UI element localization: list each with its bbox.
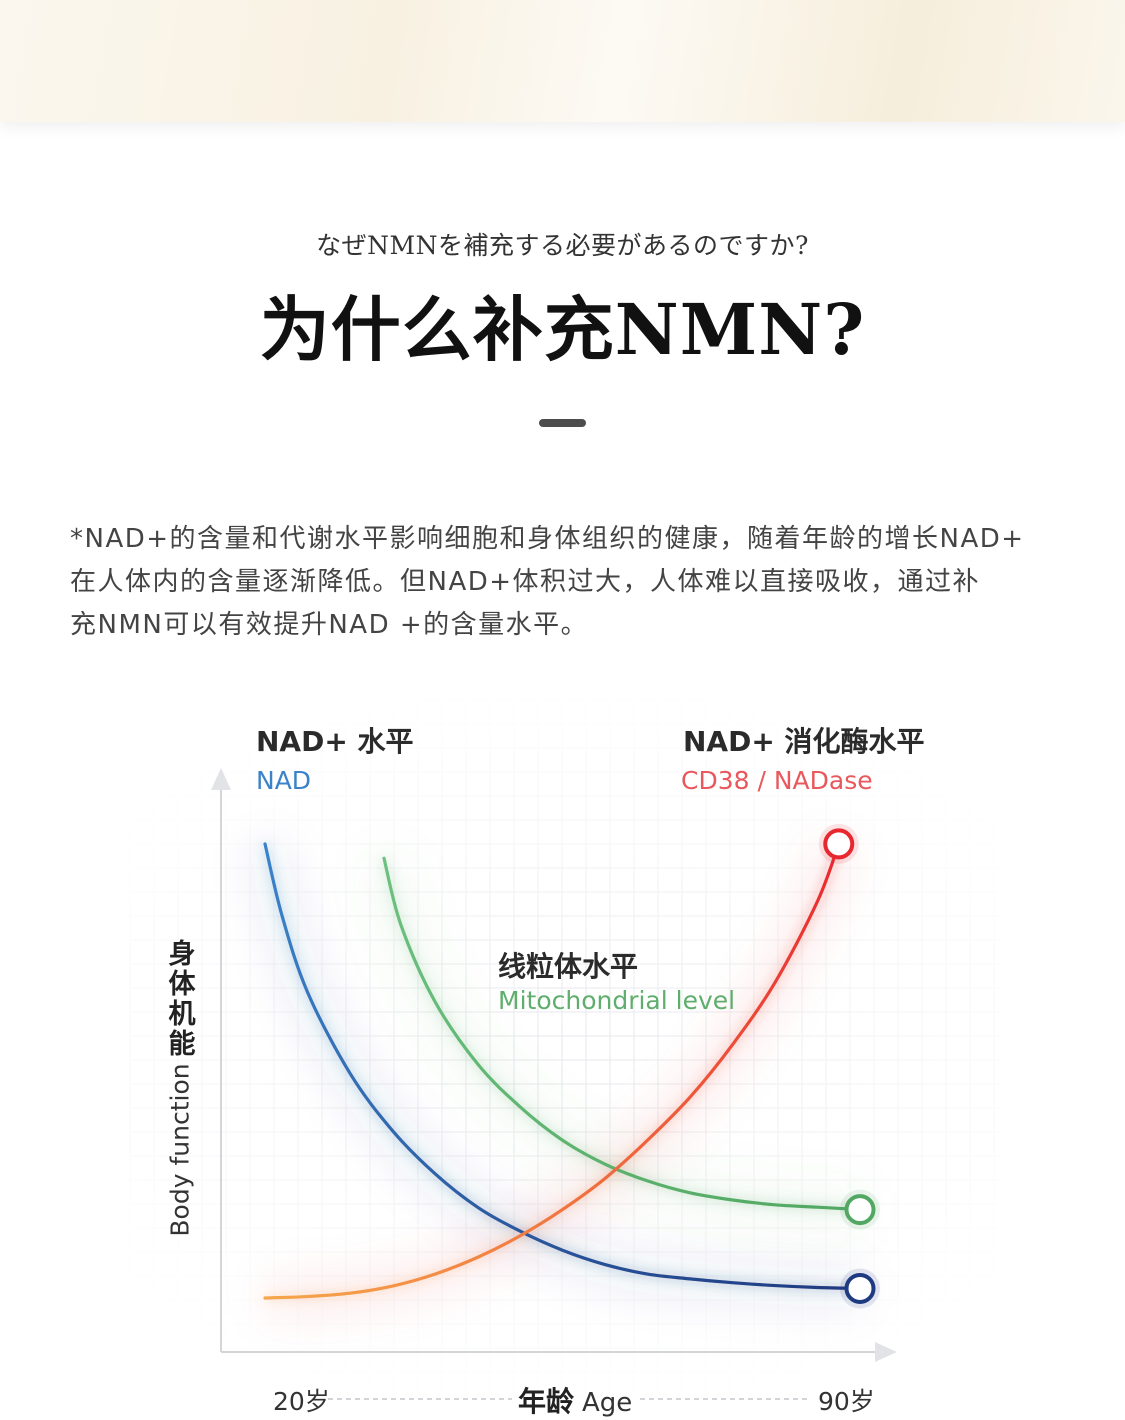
title-divider — [539, 419, 586, 427]
series-end-marker — [844, 1272, 876, 1304]
chart-axes — [211, 768, 897, 1400]
description-line: 充NMN可以有效提升NAD +的含量水平。 — [70, 610, 589, 640]
y-axis-label-char: 机 — [168, 999, 196, 1030]
x-axis-label: 年龄 Age — [518, 1380, 632, 1420]
series-end-marker — [823, 828, 855, 860]
legend-nad-en: NAD — [256, 766, 312, 795]
series-line — [263, 842, 841, 1300]
y-axis-label-en-text: Body function — [165, 1063, 195, 1237]
y-axis-label-char: 体 — [168, 969, 196, 1000]
x-axis-label-en: Age — [582, 1388, 633, 1418]
y-axis-arrow — [211, 768, 231, 790]
subtitle-jp: なぜNMNを補充する必要があるのですか? — [316, 231, 809, 260]
x-axis-label-cn: 年龄 — [518, 1385, 575, 1418]
series-end-marker — [844, 1194, 876, 1226]
series-line — [382, 856, 862, 1212]
y-axis-label-char: 身 — [168, 939, 196, 970]
x-tick-label: 20岁 — [273, 1387, 330, 1416]
legend-cd38-cn: NAD+ 消化酶水平 — [683, 725, 925, 758]
legend-mito-en: Mitochondrial level — [498, 986, 736, 1015]
description-line: 在人体内的含量逐渐降低。但NAD+体积过大，人体难以直接吸收，通过补 — [70, 567, 981, 597]
legend-cd38-en: CD38 / NADase — [681, 766, 873, 795]
chart-markers — [818, 823, 880, 1309]
top-banner — [0, 0, 1125, 122]
chart: NAD+ 水平 NAD NAD+ 消化酶水平 CD38 / NADase 线粒体… — [0, 680, 1125, 1419]
page-title: 为什么补充NMN? — [259, 288, 866, 371]
description: *NAD+的含量和代谢水平影响细胞和身体组织的健康，随着年龄的增长NAD+ 在人… — [70, 518, 1060, 647]
description-line: *NAD+的含量和代谢水平影响细胞和身体组织的健康，随着年龄的增长NAD+ — [70, 524, 1025, 554]
grid-fade — [0, 680, 1125, 1419]
y-axis-label-char: 能 — [168, 1029, 196, 1060]
chart-lines — [263, 842, 862, 1300]
series-line — [263, 842, 862, 1291]
chart-svg — [0, 680, 1125, 1419]
x-tick-label: 90岁 — [818, 1387, 875, 1416]
x-axis-arrow — [875, 1342, 897, 1362]
legend-nad-cn: NAD+ 水平 — [256, 725, 414, 758]
legend-mito-cn: 线粒体水平 — [498, 950, 639, 983]
y-axis-label-cn: 身体机能 — [166, 940, 198, 1060]
